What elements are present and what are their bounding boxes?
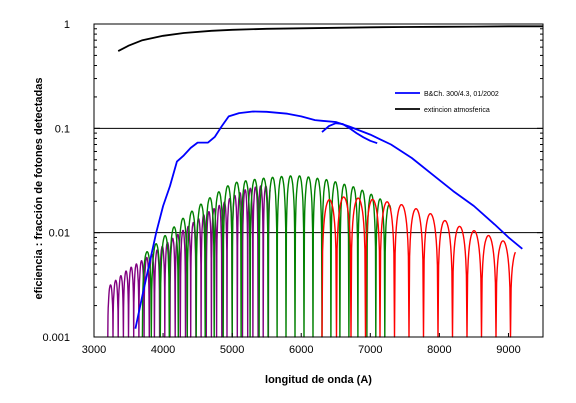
y-tick-label: 0.001 bbox=[42, 332, 70, 344]
x-tick-label: 3000 bbox=[82, 344, 106, 356]
y-axis-title: eficiencia : fracción de fotones detecta… bbox=[33, 78, 45, 300]
grid-lines bbox=[94, 127, 543, 234]
legend-label: B&Ch. 300/4.3, 01/2002 bbox=[424, 91, 499, 98]
legend: B&Ch. 300/4.3, 01/2002 extincion atmosfer… bbox=[395, 91, 499, 114]
x-tick-label: 4000 bbox=[151, 344, 175, 356]
x-tick-label: 6000 bbox=[289, 344, 313, 356]
series-1-line bbox=[321, 122, 378, 145]
series-group bbox=[107, 25, 543, 338]
y-tick-label: 0.1 bbox=[55, 123, 70, 135]
y-tick-label: 0.01 bbox=[49, 228, 70, 240]
x-tick-label: 5000 bbox=[220, 344, 244, 356]
x-tick-label: 9000 bbox=[496, 344, 520, 356]
axis-ticks: 3000 4000 5000 6000 7000 8000 9000 0.001 0.01 0.1… bbox=[42, 19, 543, 356]
x-axis-title: longitud de onda (A) bbox=[265, 374, 372, 386]
legend-label: extincion atmosferica bbox=[424, 107, 490, 114]
series-b-ch-300-4-3-01-2002-line bbox=[134, 110, 523, 329]
series-extincion-atmosferica-line bbox=[117, 25, 543, 52]
plot-area-frame bbox=[93, 23, 544, 338]
x-tick-label: 7000 bbox=[358, 344, 382, 356]
y-tick-label: 1 bbox=[64, 19, 70, 31]
series-5-line bbox=[321, 196, 517, 338]
x-tick-label: 8000 bbox=[427, 344, 451, 356]
